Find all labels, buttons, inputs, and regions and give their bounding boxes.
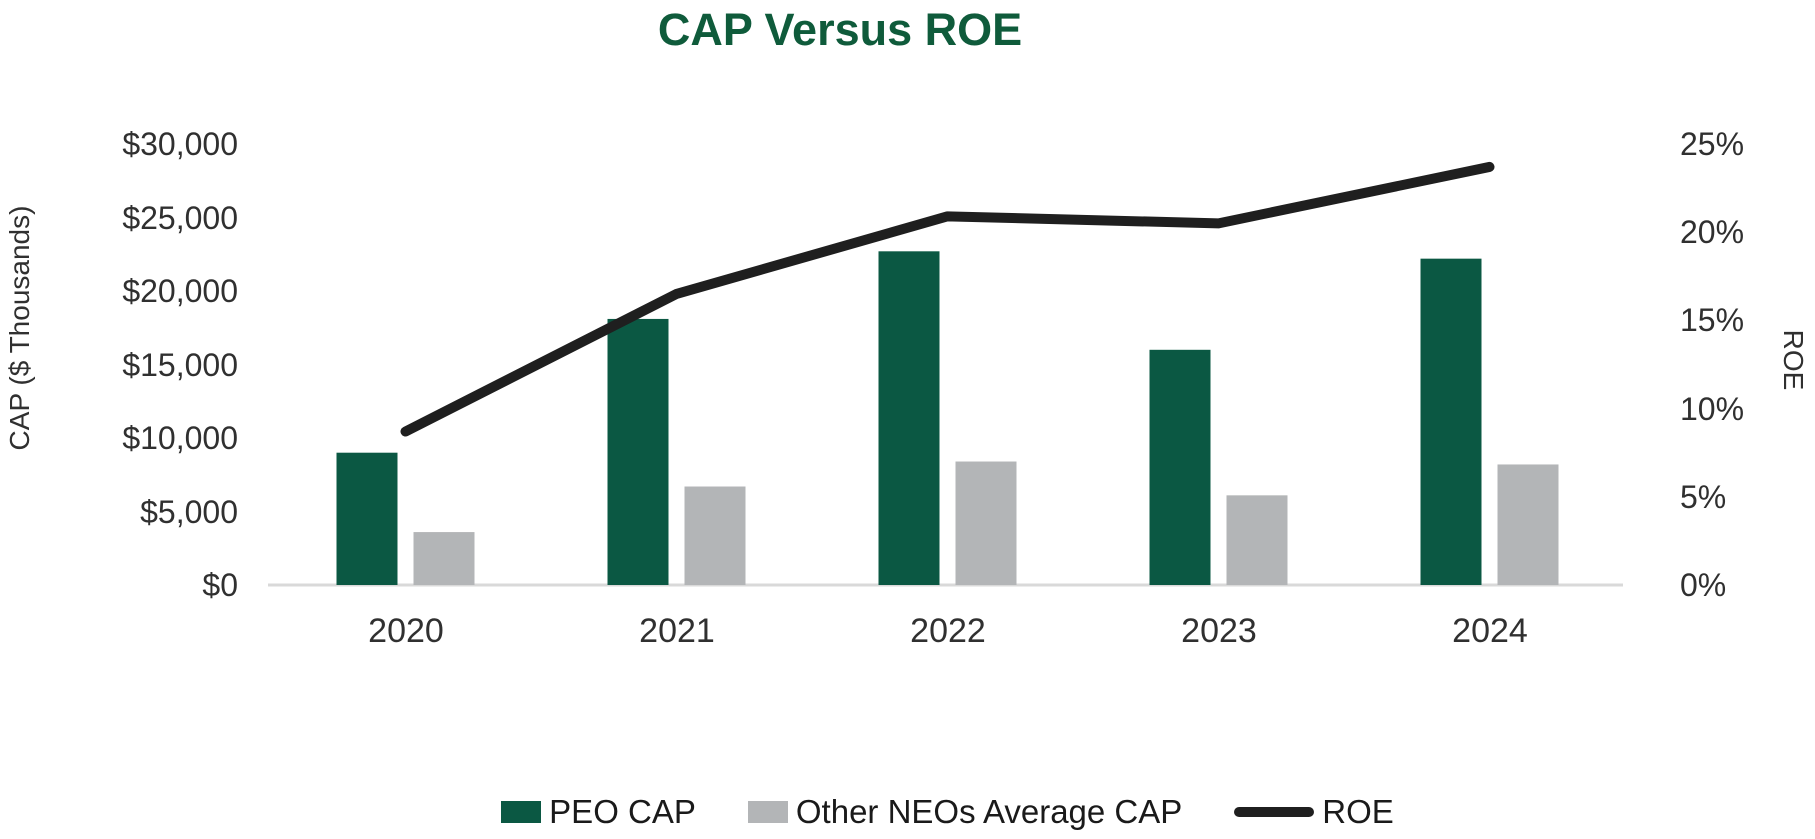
left-axis-tick-label: $15,000	[122, 346, 238, 383]
legend-label-roe: ROE	[1322, 793, 1394, 830]
other-neos-bar-2020	[413, 532, 475, 585]
x-axis-label-2024: 2024	[1452, 612, 1528, 650]
right-axis-tick-label: 5%	[1680, 478, 1727, 515]
roe-line	[400, 161, 1495, 437]
other-neos-bar-2023	[1226, 495, 1288, 585]
other-neos-bar-2022	[955, 461, 1017, 585]
peo-cap-bar-2024	[1420, 258, 1482, 585]
legend-label-other-neos: Other NEOs Average CAP	[795, 793, 1183, 830]
left-axis-tick-label: $10,000	[122, 420, 238, 456]
peo-cap-bar-2021	[607, 318, 669, 585]
other-neos-swatch-icon	[747, 801, 788, 823]
right-axis-tick-label: 20%	[1680, 214, 1745, 251]
legend-item-roe: ROE	[1234, 793, 1394, 831]
left-axis-tick-label: $25,000	[122, 199, 238, 236]
left-axis-tick-label: $5,000	[140, 493, 238, 530]
peo-cap-swatch-icon	[501, 801, 542, 823]
roe-line-swatch-icon	[1234, 807, 1315, 817]
left-axis-tick-label: $20,000	[122, 273, 238, 309]
left-axis-tick-label: $0	[202, 567, 238, 603]
left-axis-tick-label: $30,000	[122, 126, 238, 162]
right-axis-tick-label: 15%	[1680, 302, 1745, 339]
right-axis-tick-label: 0%	[1680, 567, 1727, 603]
legend-item-other-neos: Other NEOs Average CAP	[747, 793, 1183, 831]
chart-title: CAP Versus ROE	[657, 4, 1023, 55]
x-axis-label-2023: 2023	[1181, 612, 1257, 650]
x-axis-label-2021: 2021	[639, 612, 715, 650]
right-axis-tick-label: 10%	[1680, 390, 1745, 427]
other-neos-bar-2021	[684, 486, 746, 585]
legend-label-peo-cap: PEO CAP	[549, 793, 696, 830]
other-neos-bar-2024	[1497, 464, 1559, 585]
right-axis-tick-label: 25%	[1680, 126, 1745, 162]
x-axis-label-2022: 2022	[910, 612, 986, 650]
peo-cap-bar-2023	[1149, 349, 1211, 585]
peo-cap-bar-2022	[878, 251, 940, 585]
x-axis-label-2020: 2020	[368, 612, 444, 650]
legend-item-peo-cap: PEO CAP	[501, 793, 696, 831]
chart-legend: PEO CAP Other NEOs Average CAP ROE	[270, 788, 1625, 836]
peo-cap-bar-2020	[336, 452, 398, 585]
